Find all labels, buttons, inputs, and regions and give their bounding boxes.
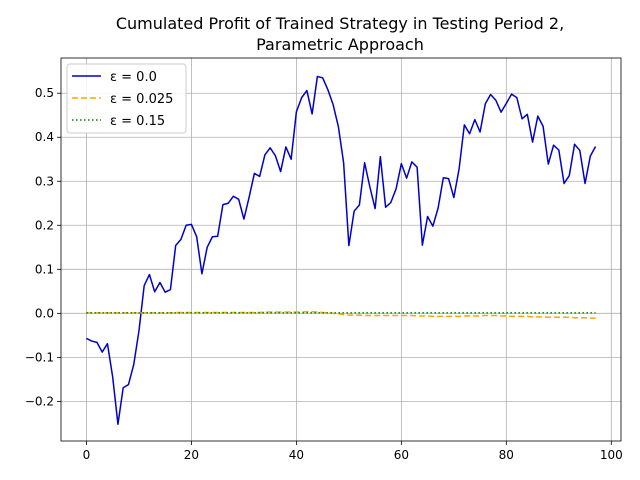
series-line-0 (86, 75, 597, 426)
y-tick-label: 0.0 (35, 306, 54, 320)
legend: ε = 0.0 ε = 0.025 ε = 0.15 (66, 63, 187, 134)
x-tick-label: 60 (394, 448, 409, 462)
plot-frame (60, 57, 622, 442)
legend-label-eps-0-025: ε = 0.025 (110, 92, 173, 107)
series-layer (86, 75, 597, 426)
y-tick-label: 0.4 (35, 130, 54, 144)
legend-label-eps-0: ε = 0.0 (110, 70, 157, 85)
y-tick-label: 0.3 (35, 174, 54, 188)
grid (61, 58, 621, 441)
x-tick-label: 20 (184, 448, 199, 462)
x-tick-label: 80 (499, 448, 514, 462)
x-tick-label: 100 (600, 448, 623, 462)
legend-box (66, 63, 187, 134)
legend-label-eps-0-15: ε = 0.15 (110, 114, 165, 129)
y-tick-label: −0.2 (25, 394, 54, 408)
y-tick-label: 0.1 (35, 262, 54, 276)
y-tick-label: −0.1 (25, 350, 54, 364)
chart-title-line-2: Parametric Approach (256, 35, 424, 54)
x-tick-label: 0 (83, 448, 91, 462)
y-tick-label: 0.2 (35, 218, 54, 232)
x-axis-ticks: 0 20 40 60 80 100 (83, 441, 623, 462)
x-tick-label: 40 (289, 448, 304, 462)
chart-title-line-1: Cumulated Profit of Trained Strategy in … (116, 14, 564, 33)
y-tick-label: 0.5 (35, 86, 54, 100)
y-axis-ticks: −0.2 −0.1 0.0 0.1 0.2 0.3 0.4 0.5 (25, 86, 61, 408)
